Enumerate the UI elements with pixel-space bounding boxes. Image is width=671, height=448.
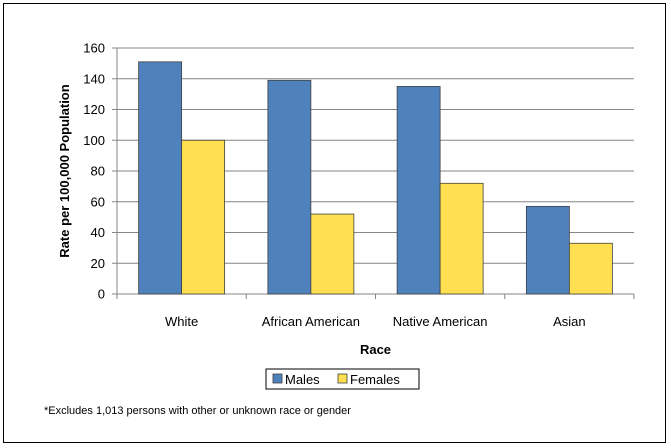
bar-females-native-american <box>439 182 484 295</box>
y-tick-label: 40 <box>91 225 105 240</box>
y-tick-label: 140 <box>83 71 105 86</box>
legend-swatch-females <box>337 373 348 384</box>
bar-females-white <box>181 139 226 295</box>
y-axis-title: Rate per 100,000 Population <box>57 84 72 257</box>
y-tick-label: 60 <box>91 194 105 209</box>
bar-males-native-american <box>396 86 441 295</box>
y-tick-label: 20 <box>91 256 105 271</box>
bar-males-african-american <box>267 79 312 295</box>
bar-males-asian <box>525 205 570 295</box>
y-tick-label: 120 <box>83 102 105 117</box>
bar-males-white <box>138 61 183 295</box>
legend-label-females: Females <box>350 372 400 387</box>
legend-swatch-males <box>272 373 283 384</box>
x-category-label: Native American <box>393 314 488 329</box>
y-tick-label: 0 <box>98 287 105 302</box>
footnote: *Excludes 1,013 persons with other or un… <box>44 405 351 417</box>
y-tick-label: 80 <box>91 164 105 179</box>
x-category-label: Asian <box>553 314 586 329</box>
x-category-label: White <box>165 314 198 329</box>
x-axis-title: Race <box>360 342 391 357</box>
legend-label-males: Males <box>285 372 320 387</box>
y-tick-label: 100 <box>83 133 105 148</box>
bar-females-african-american <box>310 213 355 295</box>
bar-females-asian <box>568 242 613 295</box>
x-category-label: African American <box>262 314 360 329</box>
y-tick-label: 160 <box>83 41 105 56</box>
